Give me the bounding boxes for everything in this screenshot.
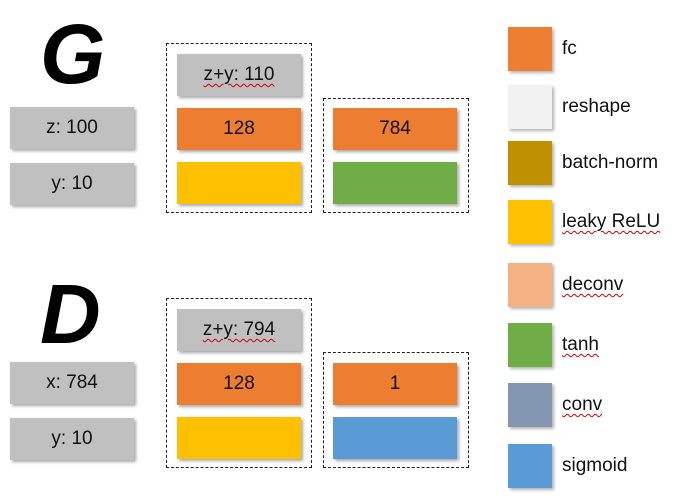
discriminator-sigmoid bbox=[333, 417, 457, 459]
legend-label-tanh-text: tanh bbox=[562, 334, 599, 355]
legend-swatch-batch-norm bbox=[508, 141, 552, 185]
legend-label-deconv: deconv bbox=[562, 263, 623, 307]
legend-label-conv: conv bbox=[562, 383, 602, 427]
legend-swatch-reshape bbox=[508, 85, 552, 129]
discriminator-concat-node: z+y: 794 bbox=[177, 309, 301, 351]
legend-label-conv-text: conv bbox=[562, 394, 603, 415]
legend-label-reshape: reshape bbox=[562, 96, 631, 117]
discriminator-fc-1: 1 bbox=[333, 363, 457, 405]
generator-fc-784: 784 bbox=[333, 108, 457, 150]
generator-layer2-group bbox=[323, 98, 469, 213]
discriminator-leaky-relu bbox=[177, 417, 301, 459]
generator-title: G bbox=[40, 7, 106, 101]
discriminator-input-x: x: 784 bbox=[10, 362, 134, 404]
legend-swatch-deconv bbox=[508, 263, 552, 307]
legend-label-deconv-text: deconv bbox=[562, 274, 624, 295]
legend-label-tanh: tanh bbox=[562, 323, 599, 367]
legend-label-fc: fc bbox=[562, 38, 577, 59]
discriminator-fc-128: 128 bbox=[177, 363, 301, 405]
discriminator-title: D bbox=[40, 267, 101, 361]
discriminator-layer1-group bbox=[166, 298, 312, 468]
legend-label-leaky-relu: leaky ReLU bbox=[562, 200, 660, 244]
legend-label-leaky-relu-text: leaky ReLU bbox=[562, 211, 661, 232]
legend-label-batch-norm: batch-norm bbox=[562, 152, 659, 173]
legend-swatch-tanh bbox=[508, 323, 552, 367]
generator-layer1-group bbox=[166, 43, 312, 213]
legend-swatch-fc bbox=[508, 27, 552, 71]
legend-swatch-conv bbox=[508, 383, 552, 427]
generator-concat-label: z+y: 110 bbox=[203, 64, 275, 85]
generator-leaky-relu bbox=[177, 162, 301, 204]
discriminator-input-y: y: 10 bbox=[10, 418, 134, 460]
legend-swatch-sigmoid bbox=[508, 444, 552, 488]
discriminator-concat-label: z+y: 794 bbox=[202, 319, 276, 340]
discriminator-layer2-group bbox=[323, 352, 469, 468]
generator-input-z: z: 100 bbox=[10, 107, 134, 149]
legend-label-sigmoid: sigmoid bbox=[562, 455, 628, 476]
legend-swatch-leaky-relu bbox=[508, 200, 552, 244]
generator-tanh bbox=[333, 162, 457, 204]
generator-fc-128: 128 bbox=[177, 108, 301, 150]
generator-input-y: y: 10 bbox=[10, 163, 134, 205]
generator-concat-node: z+y: 110 bbox=[177, 54, 301, 96]
